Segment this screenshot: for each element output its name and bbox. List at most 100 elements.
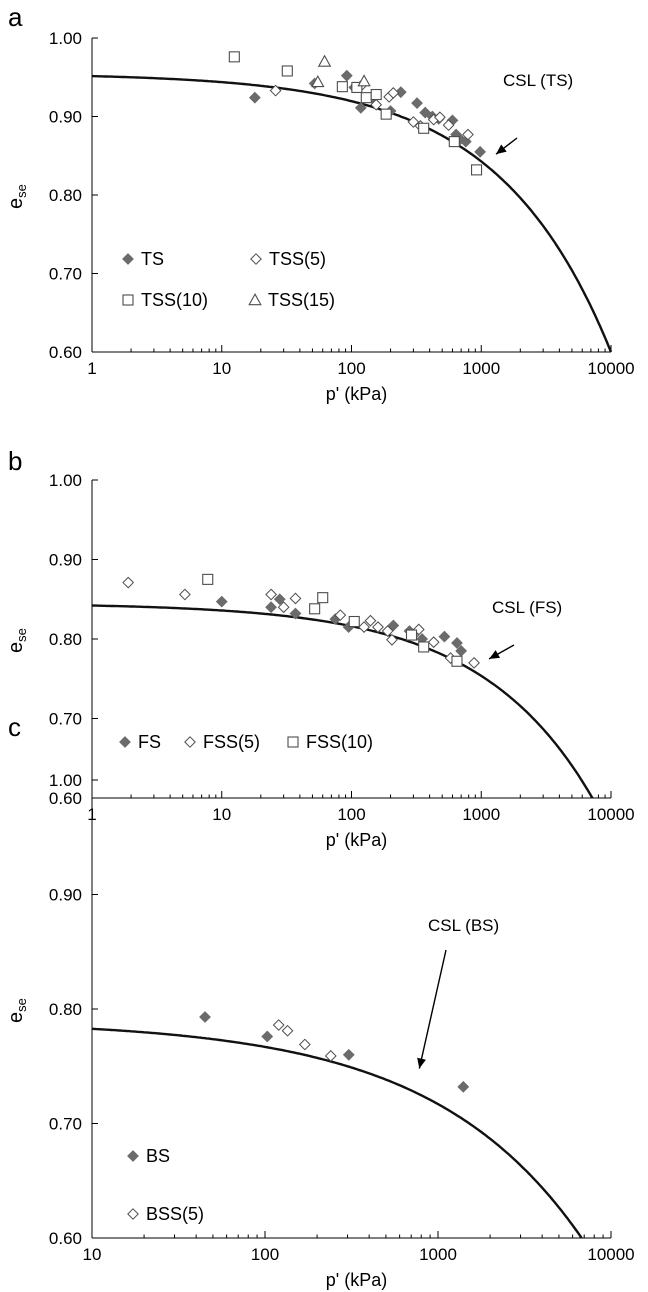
legend-marker <box>122 294 134 306</box>
legend-label: BSS(5) <box>146 1204 204 1224</box>
x-tick-label: 1000 <box>419 1245 457 1264</box>
data-point <box>411 97 423 110</box>
data-point <box>405 629 418 641</box>
data-point <box>474 145 487 158</box>
legend-marker <box>127 1150 139 1162</box>
y-tick-label: 0.70 <box>49 265 82 284</box>
data-point <box>334 609 347 622</box>
data-point <box>386 633 398 646</box>
x-axis-title: p' (kPa) <box>326 384 387 404</box>
legend-marker <box>287 736 299 748</box>
data-point <box>354 101 367 114</box>
legend-label: FSS(5) <box>203 732 260 752</box>
data-point <box>351 81 363 94</box>
x-tick-label: 1000 <box>462 805 500 824</box>
data-point <box>448 136 460 148</box>
data-point <box>277 601 290 614</box>
x-tick-label: 100 <box>337 805 365 824</box>
data-point <box>418 122 430 134</box>
data-point <box>360 92 372 104</box>
y-tick-label: 0.90 <box>49 551 82 570</box>
data-point <box>215 595 228 608</box>
data-point <box>298 1038 311 1051</box>
legend-marker <box>127 1208 139 1220</box>
data-point <box>438 630 451 643</box>
x-tick-label: 10000 <box>587 805 634 824</box>
series-tss-15- <box>311 54 371 88</box>
data-point <box>261 1030 274 1043</box>
data-point <box>342 1048 355 1061</box>
y-tick-label: 0.90 <box>49 108 82 127</box>
csl-curve <box>91 74 613 353</box>
x-axis-title: p' (kPa) <box>326 1270 387 1290</box>
data-point <box>457 1080 470 1093</box>
x-tick-label: 1 <box>87 359 96 378</box>
data-point <box>248 91 261 104</box>
data-point <box>442 119 455 132</box>
data-point <box>122 576 135 589</box>
legend-label: TSS(5) <box>269 249 326 269</box>
data-point <box>281 65 293 77</box>
data-point <box>451 655 463 667</box>
panel-a: a 0.60 0.70 0.80 0.90 1.00 1 10 100 1000 10000 p' (… <box>5 2 635 404</box>
legend-label: FS <box>138 732 161 752</box>
y-axis-title-main: e <box>5 642 27 653</box>
panel-letter: c <box>8 712 21 742</box>
data-point <box>380 108 392 120</box>
series-tss-5- <box>269 79 474 141</box>
series-bs <box>199 1011 470 1093</box>
data-point <box>289 607 302 620</box>
x-tick-label: 1000 <box>462 359 500 378</box>
data-point <box>199 1011 211 1023</box>
series-fss-5- <box>122 576 480 669</box>
legend-marker <box>184 736 196 748</box>
data-point <box>357 74 371 87</box>
data-point <box>358 621 370 633</box>
data-point <box>340 69 353 82</box>
x-tick-label: 10000 <box>587 359 634 378</box>
y-tick-label: 0.60 <box>49 343 82 362</box>
data-point <box>317 592 329 604</box>
annotation-arrowhead <box>417 1057 426 1069</box>
data-point <box>394 86 407 99</box>
data-point <box>370 88 382 101</box>
y-axis-title-sub: se <box>14 998 29 1012</box>
data-point <box>265 588 277 601</box>
data-point <box>468 656 480 669</box>
series-fss-10- <box>202 573 463 667</box>
legend-label: TSS(15) <box>268 290 335 310</box>
data-point <box>289 592 302 605</box>
data-point <box>387 619 400 632</box>
data-point <box>433 111 446 124</box>
legend-label: FSS(10) <box>306 732 373 752</box>
x-tick-label: 10 <box>212 805 231 824</box>
y-axis-title-sub: se <box>14 184 29 198</box>
y-tick-label: 0.70 <box>49 710 82 729</box>
x-tick-label: 100 <box>337 359 365 378</box>
data-point <box>281 1024 294 1037</box>
y-tick-label: 1.00 <box>49 771 82 790</box>
y-tick-label: 0.60 <box>49 789 82 808</box>
data-point <box>471 164 483 176</box>
x-tick-label: 10 <box>83 1245 102 1264</box>
panel-letter: b <box>8 446 22 476</box>
y-axis-title: ese <box>5 184 29 209</box>
y-tick-label: 0.80 <box>49 1000 82 1019</box>
legend-label: BS <box>146 1146 170 1166</box>
data-point <box>364 614 377 627</box>
legend-marker <box>250 253 262 265</box>
y-tick-label: 0.60 <box>49 1229 82 1248</box>
csl-annotation: CSL (FS) <box>492 598 562 617</box>
data-point <box>462 128 474 141</box>
x-tick-label: 10000 <box>587 1245 634 1264</box>
x-tick-label: 10 <box>212 359 231 378</box>
legend-marker <box>248 293 262 306</box>
csl-curve <box>91 604 594 799</box>
data-point <box>228 51 240 63</box>
data-point <box>387 87 400 99</box>
legend-marker <box>122 253 134 265</box>
csl-curve <box>91 1027 583 1239</box>
y-axis-title: ese <box>5 998 29 1023</box>
data-point <box>202 573 214 585</box>
